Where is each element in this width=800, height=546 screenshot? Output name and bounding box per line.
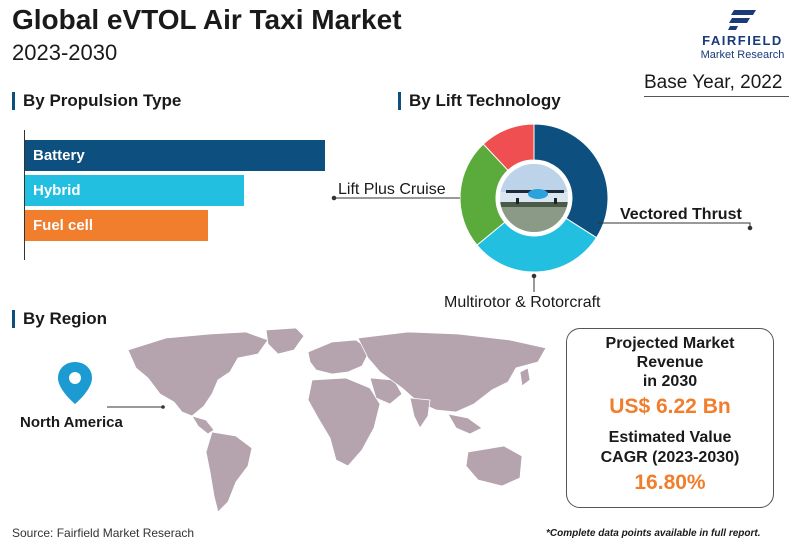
map-asia bbox=[357, 331, 547, 413]
region-label-north-america: North America bbox=[20, 414, 123, 431]
map-north-america bbox=[127, 331, 269, 417]
section-title-propulsion: By Propulsion Type bbox=[12, 92, 181, 110]
map-japan bbox=[519, 367, 531, 387]
projected-revenue-value: US$ 6.22 Bn bbox=[609, 395, 731, 418]
evtol-aircraft-photo bbox=[496, 160, 572, 236]
map-africa bbox=[307, 377, 381, 467]
donut-label-vectored-thrust: Vectored Thrust bbox=[620, 206, 742, 223]
world-map bbox=[127, 328, 547, 513]
map-europe bbox=[307, 339, 371, 375]
bar-battery: Battery bbox=[25, 140, 325, 171]
section-title-region: By Region bbox=[12, 310, 107, 328]
leader-lines bbox=[331, 195, 753, 292]
location-pin-icon bbox=[58, 362, 165, 409]
cagr-label-line1: Estimated Value bbox=[608, 429, 732, 446]
logo-tagline: Market Research bbox=[700, 49, 785, 61]
footnote: *Complete data points available in full … bbox=[546, 528, 761, 539]
fairfield-logo-icon bbox=[728, 10, 756, 30]
map-south-america bbox=[205, 431, 253, 513]
projected-revenue-label-line2: Revenue bbox=[636, 354, 704, 371]
projected-revenue-label-line3: in 2030 bbox=[642, 373, 698, 390]
stats-box: Projected Market Revenue in 2030 US$ 6.2… bbox=[566, 328, 774, 508]
leader-dot-vectored bbox=[747, 225, 753, 231]
bar-label-hybrid: Hybrid bbox=[33, 182, 81, 199]
page-title: Global eVTOL Air Taxi Market bbox=[12, 4, 402, 35]
base-year-underline bbox=[644, 96, 789, 97]
page-subtitle: 2023-2030 bbox=[12, 40, 118, 65]
base-year: Base Year, 2022 bbox=[644, 72, 783, 93]
lift-technology-donut-chart bbox=[331, 123, 753, 292]
cagr-label-line2: CAGR (2023-2030) bbox=[600, 449, 740, 466]
bar-label-battery: Battery bbox=[33, 147, 85, 164]
fairfield-logo: FAIRFIELD Market Research bbox=[690, 8, 795, 68]
bar-fuel-cell: Fuel cell bbox=[25, 210, 208, 241]
projected-revenue-label-line1: Projected Market bbox=[605, 335, 735, 352]
source-note: Source: Fairfield Market Reserach bbox=[12, 526, 195, 540]
section-title-lift-technology: By Lift Technology bbox=[398, 92, 561, 110]
map-india bbox=[409, 397, 431, 429]
donut-label-multirotor: Multirotor & Rotorcraft bbox=[444, 294, 601, 311]
leader-dot-lift-cruise bbox=[331, 195, 337, 201]
logo-name: FAIRFIELD bbox=[702, 33, 783, 48]
bar-label-fuel-cell: Fuel cell bbox=[33, 217, 94, 234]
bar-hybrid: Hybrid bbox=[25, 175, 244, 206]
bar-chart-axis bbox=[24, 130, 25, 260]
donut-label-lift-plus-cruise: Lift Plus Cruise bbox=[338, 181, 446, 198]
map-greenland bbox=[265, 328, 305, 355]
cagr-value: 16.80% bbox=[634, 471, 706, 494]
map-southeast-asia bbox=[447, 413, 483, 435]
leader-dot-multirotor bbox=[531, 273, 537, 279]
map-australia bbox=[465, 445, 523, 487]
map-central-america bbox=[191, 415, 215, 435]
